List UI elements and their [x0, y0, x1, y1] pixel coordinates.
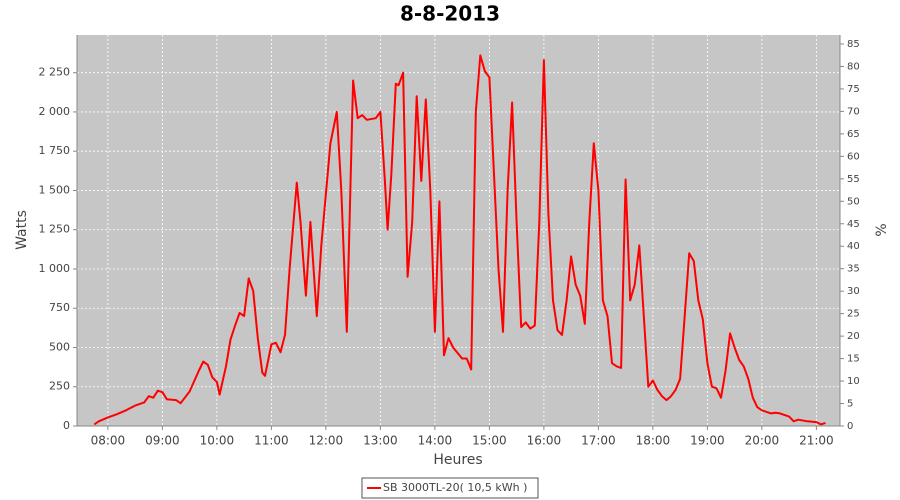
legend-box [361, 477, 539, 499]
y2-tick-label: 60 [847, 151, 860, 162]
series-line [93, 54, 826, 426]
x-tick-label: 15:00 [472, 434, 507, 448]
y2-tick-label: 10 [847, 376, 860, 387]
y-tick-label: 2 250 [39, 66, 71, 79]
y-tick-label: 2 000 [39, 105, 71, 118]
x-tick-label: 21:00 [799, 434, 834, 448]
x-tick-label: 19:00 [690, 434, 725, 448]
y-axis-label: Watts [14, 210, 30, 250]
y2-tick-label: 80 [847, 61, 860, 72]
x-tick-label: 16:00 [527, 434, 562, 448]
x-tick-label: 18:00 [636, 434, 671, 448]
y2-tick-label: 85 [847, 39, 860, 50]
x-tick-label: 10:00 [200, 434, 235, 448]
x-tick-label: 09:00 [145, 434, 180, 448]
x-tick-label: 14:00 [418, 434, 453, 448]
x-tick-label: 20:00 [745, 434, 780, 448]
y2-tick-label: 45 [847, 219, 860, 230]
y2-tick-label: 20 [847, 331, 860, 342]
y2-tick-label: 15 [847, 354, 860, 365]
y2-tick-label: 5 [847, 399, 853, 410]
chart-title: 8-8-2013 [400, 2, 500, 26]
legend-label: SB 3000TL-20( 10,5 kWh ) [383, 481, 527, 494]
y2-tick-label: 30 [847, 286, 860, 297]
x-axis-label: Heures [433, 452, 482, 468]
y2-tick-label: 0 [847, 421, 853, 432]
x-tick-label: 11:00 [254, 434, 289, 448]
x-tick-label: 08:00 [91, 434, 126, 448]
x-tick-label: 17:00 [581, 434, 616, 448]
x-tick-label: 12:00 [309, 434, 344, 448]
y2-tick-label: 40 [847, 241, 860, 252]
y2-tick-label: 75 [847, 84, 860, 95]
y2-tick-label: 55 [847, 174, 860, 185]
legend: SB 3000TL-20( 10,5 kWh ) [361, 477, 539, 499]
y-tick-label: 1 000 [39, 262, 71, 275]
y-tick-label: 500 [49, 340, 70, 353]
y-tick-label: 750 [49, 301, 70, 314]
y2-tick-label: 50 [847, 196, 860, 207]
y-tick-label: 250 [49, 380, 70, 393]
x-tick-label: 13:00 [363, 434, 398, 448]
y-tick-label: 0 [63, 419, 70, 432]
y2-tick-label: 25 [847, 309, 860, 320]
y2-tick-label: 65 [847, 129, 860, 140]
y2-axis-label: % [874, 223, 890, 236]
y-tick-label: 1 250 [39, 223, 71, 236]
y-tick-label: 1 750 [39, 144, 71, 157]
plot-area [77, 35, 840, 426]
y2-tick-label: 35 [847, 264, 860, 275]
y-tick-label: 1 500 [39, 183, 71, 196]
y2-tick-label: 70 [847, 106, 860, 117]
